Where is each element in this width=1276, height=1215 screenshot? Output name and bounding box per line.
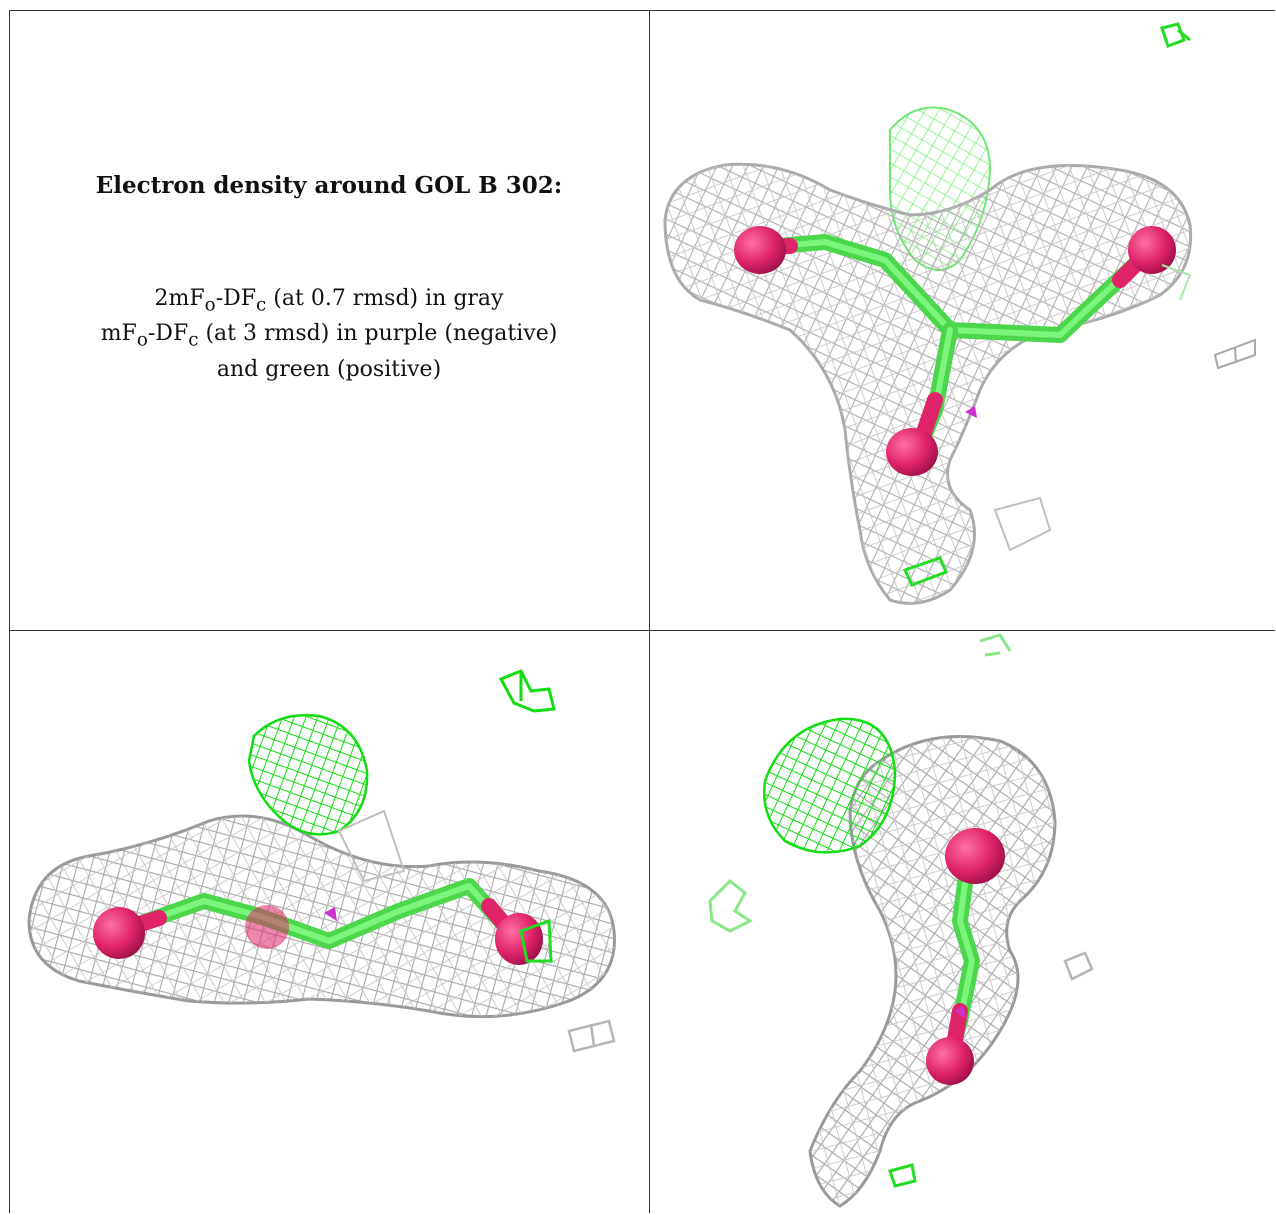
density-view-bottom-left <box>9 631 649 1213</box>
grid-border-left <box>9 10 10 1213</box>
figure-grid: Electron density around GOL B 302: 2mFo-… <box>9 10 1275 1213</box>
legend-line-fofc: mFo-DFc (at 3 rmsd) in purple (negative) <box>100 321 558 351</box>
density-view-bottom-left-image <box>27 669 616 1053</box>
density-view-bottom-right-image <box>708 633 1094 1208</box>
grid-border-middle-horizontal <box>9 630 1275 631</box>
legend-text: 2mFo-DFc (at 0.7 rmsd) in gray mFo-DFc (… <box>9 284 649 384</box>
legend-line-2fofc: 2mFo-DFc (at 0.7 rmsd) in gray <box>154 286 504 316</box>
caption-panel: Electron density around GOL B 302: 2mFo-… <box>9 10 649 630</box>
figure-title: Electron density around GOL B 302: <box>95 172 563 199</box>
density-view-bottom-right <box>650 631 1275 1213</box>
legend-line-colors: and green (positive) <box>216 356 442 382</box>
density-view-top-right <box>650 10 1275 630</box>
density-view-top-right-image <box>663 22 1256 605</box>
grid-border-top <box>9 10 1275 11</box>
grid-border-middle-vertical <box>649 10 650 1213</box>
